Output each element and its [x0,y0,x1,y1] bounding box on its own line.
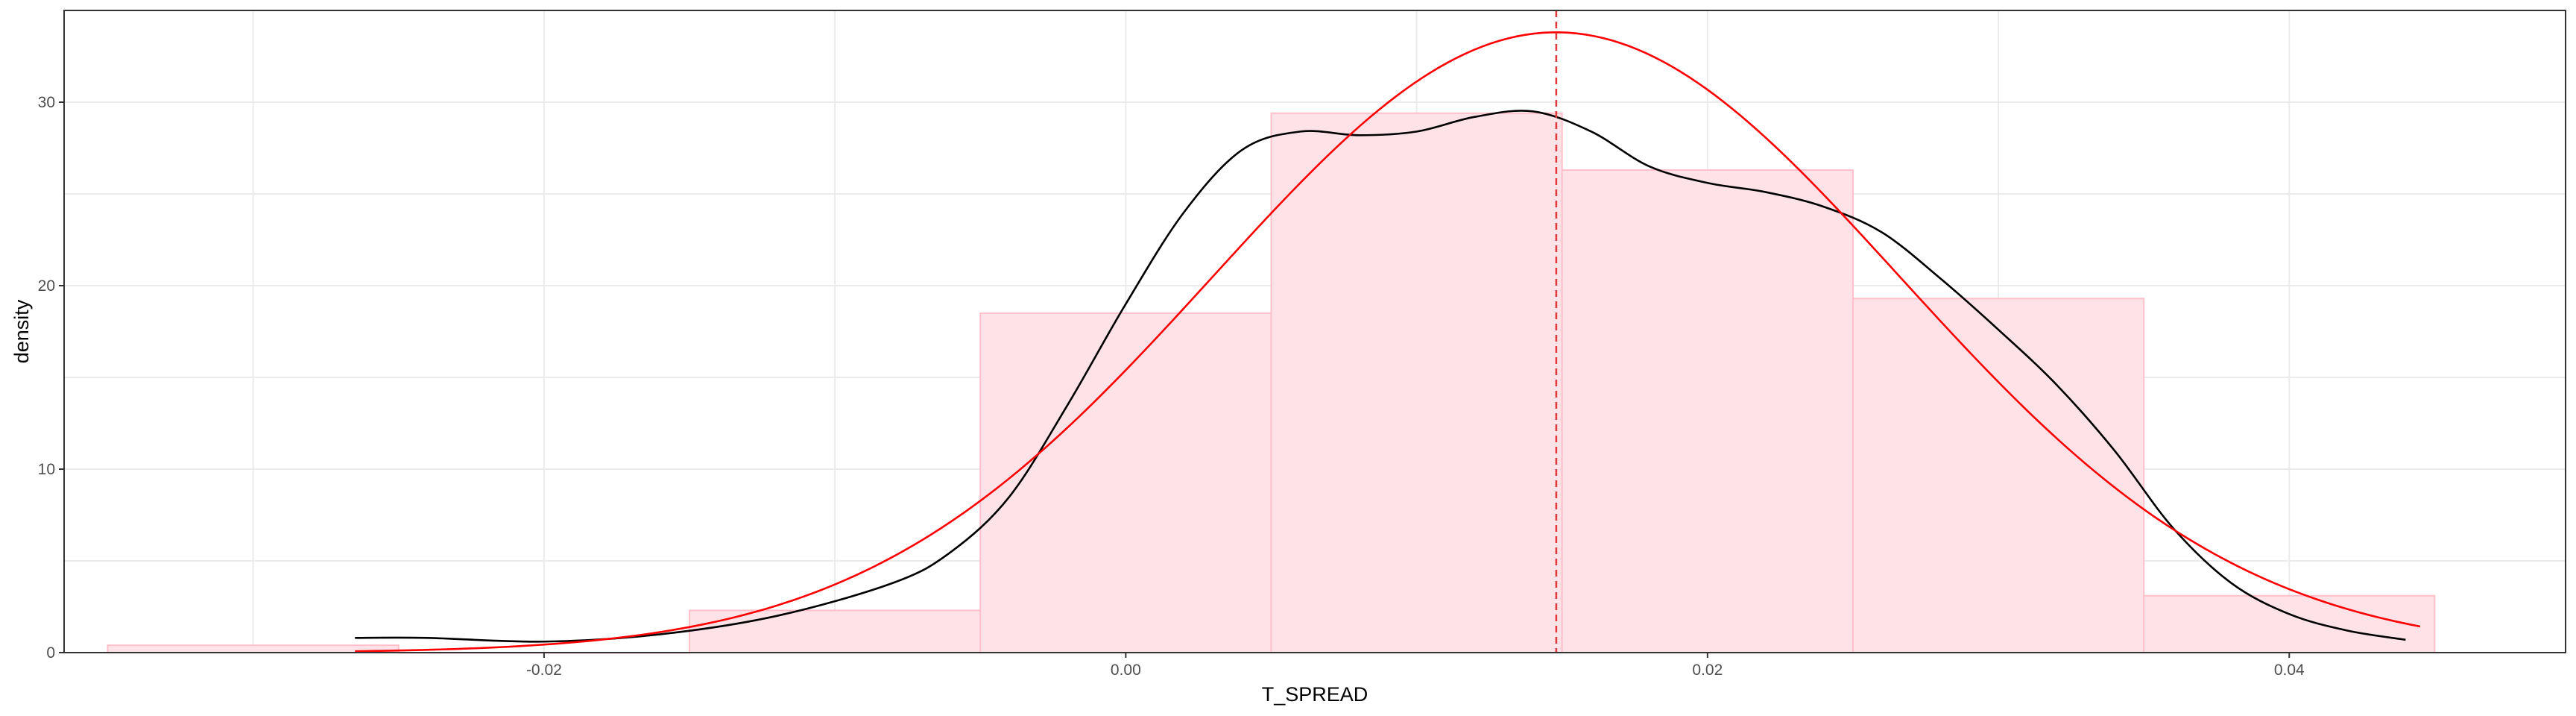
y-tick-label: 30 [38,94,55,111]
x-axis-title: T_SPREAD [1262,683,1368,706]
histogram-bar [1561,169,1854,653]
y-tick-label: 20 [38,277,55,295]
histogram-bars [107,112,2436,654]
normal-fit-curve [355,31,2421,653]
x-tick-label: 0.04 [2274,662,2305,679]
x-tick-label: 0.02 [1692,662,1723,679]
histogram-bar [2143,594,2436,653]
x-tick-label: -0.02 [526,662,562,679]
x-axis-ticks: -0.02 0.00 0.02 0.04 [526,653,2305,679]
panel-border [63,10,2566,653]
histogram-bar [1852,298,2145,653]
histogram-bar [1270,112,1563,653]
x-tick-label: 0.00 [1111,662,1141,679]
y-axis-ticks: 0 10 20 30 [38,94,64,662]
histogram-bar [689,609,982,653]
histogram-bar [107,644,400,653]
y-tick-label: 10 [38,461,55,478]
y-axis-title: density [10,299,33,363]
histogram-bar [979,312,1272,653]
y-tick-label: 0 [46,644,55,662]
density-curve [355,110,2406,643]
